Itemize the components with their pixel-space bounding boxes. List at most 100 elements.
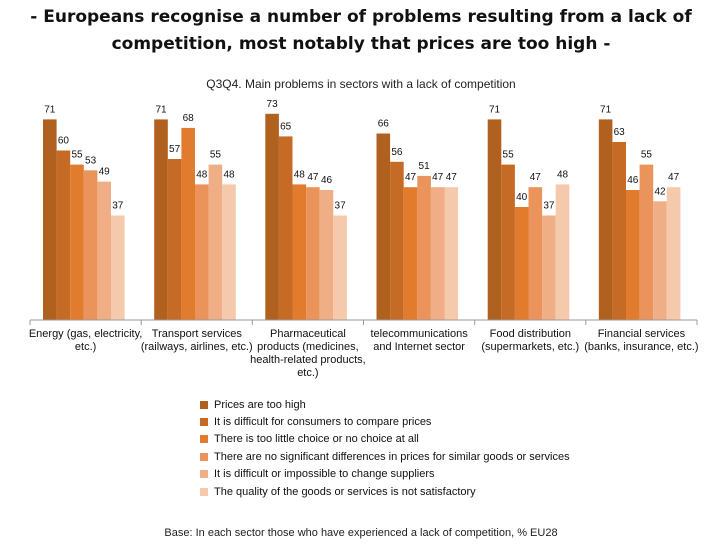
category-label-4-line-2: and Internet sector bbox=[373, 341, 465, 353]
data-label-6-4: 55 bbox=[641, 150, 653, 161]
category-label-3-line-2: products (medicines, bbox=[257, 341, 359, 353]
category-label-3-line-3: health-related products, bbox=[250, 354, 366, 366]
data-label-3-1: 73 bbox=[267, 99, 279, 110]
bar-4-5 bbox=[430, 187, 445, 320]
category-label-3-line-4: etc.) bbox=[297, 367, 318, 379]
data-label-1-1: 71 bbox=[44, 104, 56, 115]
bar-1-2 bbox=[56, 150, 71, 320]
bar-6-1 bbox=[598, 119, 613, 321]
bar-1-6 bbox=[111, 215, 125, 320]
data-label-3-6: 37 bbox=[335, 201, 347, 212]
data-label-6-5: 42 bbox=[654, 186, 666, 197]
headline: - Europeans recognise a number of proble… bbox=[0, 4, 722, 58]
data-label-3-5: 46 bbox=[321, 175, 333, 186]
data-label-1-2: 60 bbox=[58, 136, 70, 147]
legend: Prices are too high It is difficult for c… bbox=[200, 396, 570, 500]
data-label-6-6: 47 bbox=[668, 172, 680, 183]
bar-1-3 bbox=[70, 164, 84, 320]
bar-4-1 bbox=[376, 133, 391, 320]
legend-item-3: There is too little choice or no choice … bbox=[200, 431, 570, 448]
bar-3-4 bbox=[306, 187, 320, 320]
legend-swatch-2 bbox=[200, 418, 208, 427]
data-label-1-6: 37 bbox=[112, 201, 124, 212]
bar-5-1 bbox=[487, 119, 502, 321]
data-label-4-1: 66 bbox=[378, 119, 390, 130]
legend-item-4: There are no significant differences in … bbox=[200, 448, 570, 465]
bar-2-3 bbox=[181, 127, 195, 321]
data-label-2-4: 48 bbox=[196, 169, 208, 180]
bar-5-3 bbox=[514, 207, 529, 320]
legend-label-4: There are no significant differences in … bbox=[214, 450, 570, 463]
data-label-1-4: 53 bbox=[85, 155, 97, 166]
bar-4-2 bbox=[390, 161, 404, 320]
bar-6-4 bbox=[639, 164, 654, 320]
bar-3-2 bbox=[278, 136, 293, 320]
bar-3-6 bbox=[333, 215, 347, 320]
bar-1-5 bbox=[97, 181, 111, 320]
data-label-5-3: 40 bbox=[516, 192, 528, 203]
data-label-4-5: 47 bbox=[432, 172, 444, 183]
bar-5-2 bbox=[501, 164, 515, 320]
data-label-2-1: 71 bbox=[155, 104, 167, 115]
bar-4-6 bbox=[444, 187, 459, 320]
bar-5-4 bbox=[528, 187, 543, 320]
data-label-5-1: 71 bbox=[489, 104, 501, 115]
bar-2-1 bbox=[154, 119, 168, 321]
legend-swatch-6 bbox=[200, 487, 208, 496]
bar-6-2 bbox=[612, 142, 626, 320]
data-label-4-3: 47 bbox=[405, 172, 417, 183]
bar-3-3 bbox=[292, 184, 307, 320]
category-label-1-line-2: etc.) bbox=[75, 341, 96, 353]
bar-2-5 bbox=[208, 164, 223, 320]
base-note: Base: In each sector those who have expe… bbox=[164, 527, 558, 539]
data-label-3-2: 65 bbox=[280, 121, 292, 132]
data-label-1-5: 49 bbox=[99, 167, 111, 178]
bar-5-5 bbox=[542, 215, 556, 320]
data-label-4-4: 51 bbox=[419, 161, 431, 172]
data-label-5-2: 55 bbox=[503, 150, 515, 161]
bar-2-6 bbox=[222, 184, 236, 320]
category-label-2-line-2: (railways, airlines, etc.) bbox=[141, 341, 253, 353]
bar-4-3 bbox=[403, 187, 418, 320]
bar-3-5 bbox=[319, 190, 334, 320]
data-label-6-2: 63 bbox=[614, 127, 626, 138]
bar-3-1 bbox=[265, 113, 279, 320]
bar-6-5 bbox=[653, 201, 667, 320]
category-label-5-line-1: Food distribution bbox=[490, 328, 571, 340]
data-label-5-4: 47 bbox=[530, 172, 542, 183]
data-label-2-6: 48 bbox=[223, 169, 235, 180]
bar-5-6 bbox=[555, 184, 570, 320]
category-label-3-line-1: Pharmaceutical bbox=[270, 328, 346, 340]
data-label-5-5: 37 bbox=[543, 201, 555, 212]
bar-1-4 bbox=[83, 170, 98, 320]
legend-item-5: It is difficult or impossible to change … bbox=[200, 466, 570, 483]
category-label-1-line-1: Energy (gas, electricity, bbox=[29, 328, 143, 340]
category-label-4-line-1: telecommunications bbox=[370, 328, 468, 340]
data-label-1-3: 55 bbox=[71, 150, 83, 161]
legend-label-5: It is difficult or impossible to change … bbox=[214, 468, 435, 481]
legend-item-6: The quality of the goods or services is … bbox=[200, 483, 570, 500]
bar-4-4 bbox=[417, 175, 431, 320]
data-label-5-6: 48 bbox=[557, 169, 569, 180]
legend-label-1: Prices are too high bbox=[214, 398, 306, 411]
data-label-2-5: 55 bbox=[210, 150, 222, 161]
legend-swatch-3 bbox=[200, 435, 208, 444]
bar-2-2 bbox=[167, 159, 182, 320]
data-label-4-2: 56 bbox=[391, 147, 403, 158]
bar-2-4 bbox=[195, 184, 209, 320]
category-label-6-line-2: (banks, insurance, etc.) bbox=[584, 341, 698, 353]
legend-item-1: Prices are too high bbox=[200, 396, 570, 413]
data-label-2-3: 68 bbox=[183, 113, 195, 124]
data-label-3-3: 48 bbox=[294, 169, 306, 180]
legend-swatch-1 bbox=[200, 400, 208, 409]
data-label-6-1: 71 bbox=[600, 104, 612, 115]
bar-1-1 bbox=[43, 119, 57, 321]
bar-6-3 bbox=[626, 190, 640, 320]
data-label-6-3: 46 bbox=[627, 175, 639, 186]
legend-label-2: It is difficult for consumers to compare… bbox=[214, 416, 432, 429]
category-label-2-line-1: Transport services bbox=[152, 328, 243, 340]
legend-swatch-4 bbox=[200, 452, 208, 461]
category-label-6-line-1: Financial services bbox=[598, 328, 686, 340]
headline-line-1: - Europeans recognise a number of proble… bbox=[30, 7, 692, 27]
